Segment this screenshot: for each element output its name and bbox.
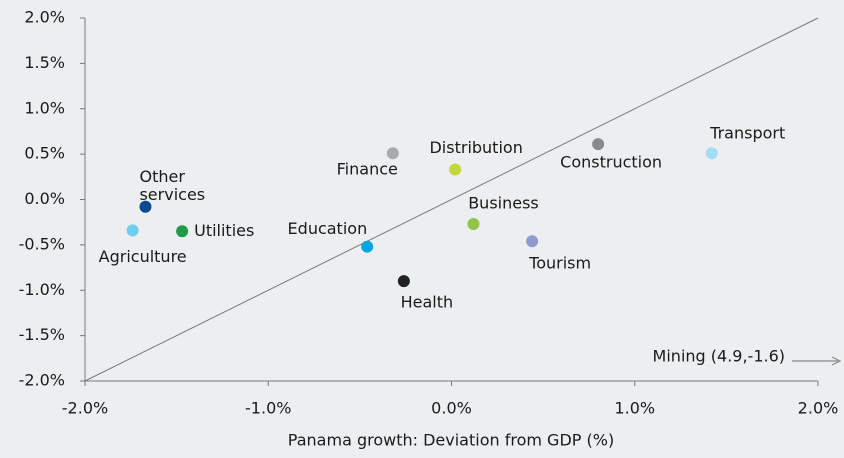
y-tick-label: 1.5%	[24, 53, 65, 72]
point-label: Education	[288, 219, 368, 238]
point-label: Finance	[337, 160, 398, 179]
point-label: Utilities	[194, 221, 254, 240]
point-label: Other services	[139, 166, 205, 203]
annotation-arrowhead	[831, 356, 842, 366]
point-label: Health	[401, 293, 454, 312]
point-label: Business	[468, 194, 539, 213]
y-tick-label: -1.0%	[19, 280, 65, 299]
point	[139, 200, 152, 213]
x-tick-label: 1.0%	[614, 399, 655, 418]
point	[705, 147, 718, 160]
annotation: Mining (4.9,-1.6)	[653, 347, 785, 366]
point-label: Distribution	[429, 138, 522, 157]
y-tick-label: 0.5%	[24, 144, 65, 163]
point	[526, 235, 539, 248]
y-tick-label: 2.0%	[24, 8, 65, 27]
x-tick-label: 2.0%	[798, 399, 839, 418]
point-label: Agriculture	[99, 247, 187, 266]
point	[126, 224, 139, 237]
x-tick-label: -1.0%	[245, 399, 291, 418]
point	[361, 240, 374, 253]
x-axis-label: Panama growth: Deviation from GDP (%)	[288, 431, 614, 450]
point-label: Tourism	[528, 254, 591, 273]
x-tick-label: 0.0%	[431, 399, 472, 418]
point	[449, 163, 462, 176]
y-tick-label: -0.5%	[19, 234, 65, 253]
y-tick-label: 0.0%	[24, 189, 65, 208]
point	[592, 138, 605, 151]
y-tick-label: -2.0%	[19, 371, 65, 390]
y-tick-label: -1.5%	[19, 325, 65, 344]
point	[467, 218, 480, 231]
point	[176, 225, 189, 238]
point-label: Construction	[560, 153, 662, 172]
x-tick-label: -2.0%	[62, 399, 108, 418]
point-label: Transport	[709, 124, 785, 143]
y-tick-label: 1.0%	[24, 98, 65, 117]
point	[397, 275, 410, 288]
diagonal-line	[84, 17, 819, 382]
point	[386, 147, 399, 160]
